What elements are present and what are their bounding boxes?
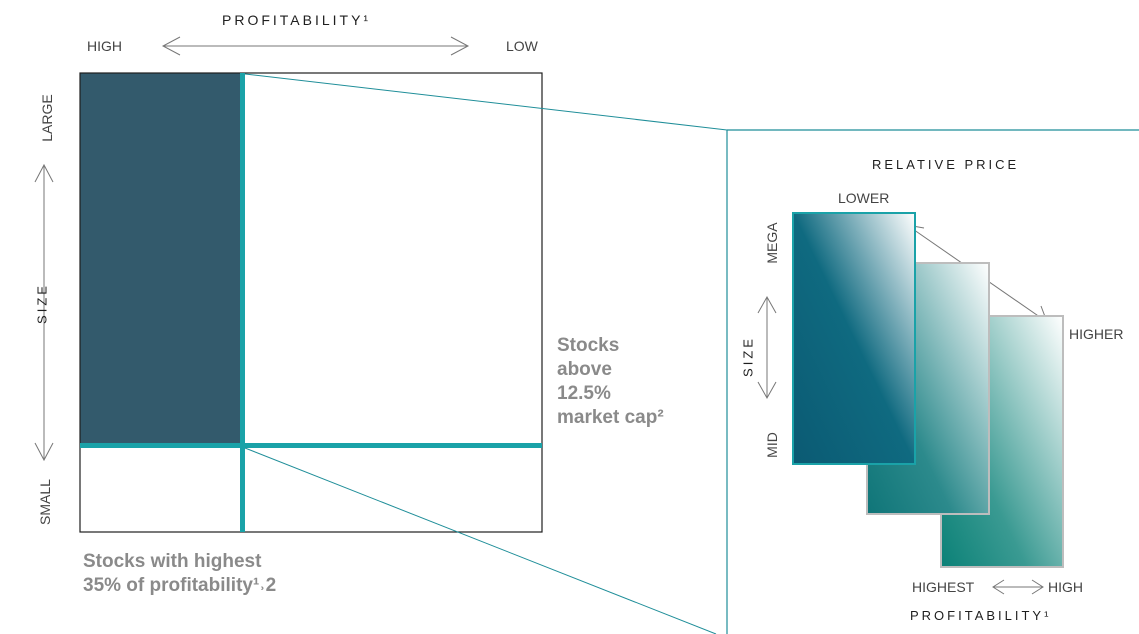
size-large-label: LARGE xyxy=(39,94,55,142)
profitability-high-label: HIGH xyxy=(87,38,122,54)
right-size-title: SIZE xyxy=(740,336,756,377)
profitability-high-label-right: HIGH xyxy=(1048,579,1083,595)
size-mega-label: MEGA xyxy=(764,222,780,264)
profitability-note: Stocks with highest 35% of profitability… xyxy=(83,550,276,598)
market-cap-note: Stocks above 12.5% market cap² xyxy=(557,334,664,430)
grid-horizontal-divider xyxy=(80,443,542,448)
market-cap-note-line: Stocks xyxy=(557,335,620,356)
relative-price-title: RELATIVE PRICE xyxy=(872,157,1020,172)
profitability-arrow xyxy=(161,36,470,56)
profitability-axis-title: PROFITABILITY¹ xyxy=(222,12,372,28)
grid-dark-segment xyxy=(80,73,242,445)
price-higher-label: HIGHER xyxy=(1069,326,1124,342)
price-lower-label: LOWER xyxy=(838,190,890,206)
size-arrow xyxy=(34,163,54,462)
right-profitability-title: PROFITABILITY¹ xyxy=(910,608,1052,623)
market-cap-note-line: market cap² xyxy=(557,407,664,428)
profitability-low-label: LOW xyxy=(506,38,538,54)
grid-vertical-divider xyxy=(240,73,245,532)
right-profitability-arrow xyxy=(992,579,1044,595)
size-mid-label: MID xyxy=(764,432,780,458)
size-small-label: SMALL xyxy=(37,479,53,525)
lower-price-layer xyxy=(792,212,916,465)
profitability-note-line: Stocks with highest xyxy=(83,551,262,572)
grid-outline xyxy=(79,72,543,533)
right-size-arrow xyxy=(757,295,777,400)
market-cap-note-line: above xyxy=(557,359,612,380)
zoom-connector-lines xyxy=(244,73,728,634)
profitability-highest-label: HIGHEST xyxy=(912,579,975,595)
size-axis-title: SIZE xyxy=(34,283,50,324)
market-cap-note-line: 12.5% xyxy=(557,383,611,404)
relative-price-panel-frame xyxy=(726,129,1139,634)
profitability-note-line: 35% of profitability¹˒2 xyxy=(83,575,277,596)
